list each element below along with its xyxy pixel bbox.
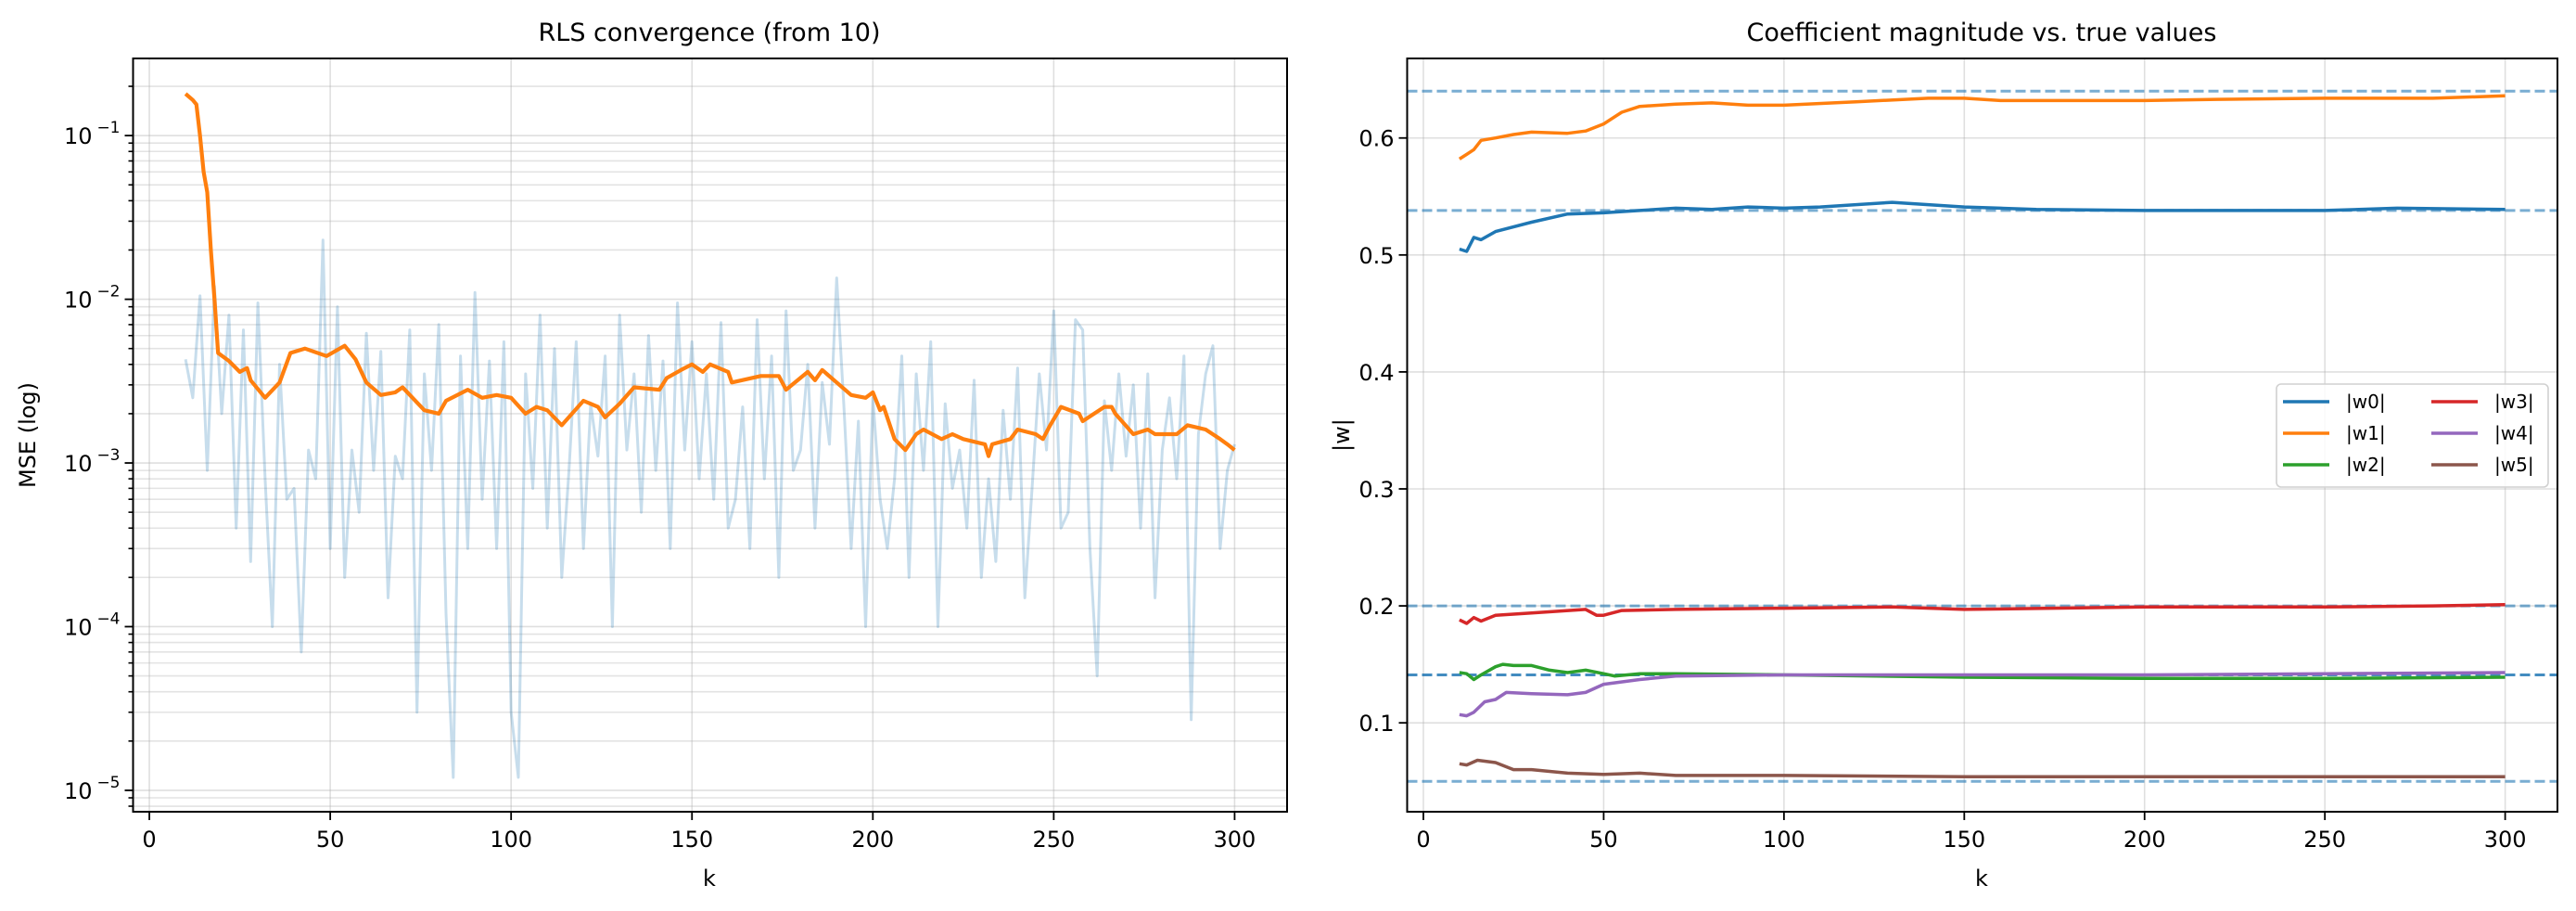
y-tick-exponent: −1 [96, 119, 120, 137]
y-tick-exponent: −5 [96, 774, 120, 792]
plot-area [1407, 89, 2557, 783]
y-tick-label: 10 [64, 778, 93, 804]
axes-frame [132, 58, 1288, 813]
mse-convergence-plot: RLS convergence (from 10) k MSE (log) 0 5… [15, 19, 1288, 892]
mse-smoothed-line [184, 92, 1236, 458]
x-tick-label: 100 [490, 827, 532, 853]
legend-label: |w4| [2494, 422, 2534, 444]
coefficient-magnitude-plot: Coefficient magnitude vs. true values k … [1329, 19, 2558, 892]
x-tick-label: 300 [2484, 827, 2527, 853]
series-line-w5 [1459, 758, 2506, 778]
right-chart-title: Coefficient magnitude vs. true values [1747, 19, 2217, 47]
x-tick-label: 0 [1416, 827, 1430, 853]
left-x-axis-label: k [703, 866, 716, 892]
series-line-w4 [1459, 671, 2506, 718]
legend-label: |w0| [2346, 391, 2386, 413]
x-tick-label: 50 [1589, 827, 1618, 853]
x-tick-label: 150 [670, 827, 713, 853]
right-y-axis-label: |w| [1329, 418, 1355, 452]
right-x-axis-label: k [1975, 866, 1988, 892]
y-tick-label: 0.2 [1358, 594, 1394, 620]
x-tick-label: 0 [142, 827, 156, 853]
mse-instant-line [184, 238, 1236, 779]
y-tick-label: 0.6 [1358, 126, 1394, 152]
legend-box [2276, 383, 2549, 488]
x-tick-label: 250 [2303, 827, 2346, 853]
legend: |w0| |w1| |w2| |w3| |w4| |w5| [2276, 383, 2549, 488]
y-tick-label: 0.5 [1358, 243, 1394, 269]
x-tick-label: 50 [316, 827, 345, 853]
left-y-axis-label: MSE (log) [15, 382, 41, 488]
y-tick-exponent: −2 [96, 283, 120, 302]
series-line-w0 [1459, 200, 2506, 253]
plot-area [184, 92, 1236, 779]
x-tick-label: 200 [851, 827, 894, 853]
legend-label: |w1| [2346, 422, 2386, 444]
series-line-w3 [1459, 603, 2506, 625]
legend-label: |w3| [2494, 391, 2534, 413]
y-tick-label: 10 [64, 614, 93, 640]
left-chart-title: RLS convergence (from 10) [539, 19, 881, 47]
y-tick-label: 0.3 [1358, 477, 1394, 503]
y-tick-label: 10 [64, 451, 93, 477]
y-tick-exponent: −3 [96, 446, 120, 465]
series-line-w1 [1458, 94, 2506, 160]
legend-label: |w2| [2346, 454, 2386, 476]
y-tick-label: 10 [64, 288, 93, 314]
y-tick-label: 0.4 [1358, 360, 1394, 386]
x-tick-label: 150 [1943, 827, 1985, 853]
x-tick-label: 200 [2123, 827, 2166, 853]
y-tick-exponent: −4 [96, 609, 120, 628]
legend-label: |w5| [2494, 454, 2534, 476]
x-tick-label: 300 [1214, 827, 1256, 853]
y-tick-label: 10 [64, 123, 93, 149]
x-tick-label: 250 [1032, 827, 1075, 853]
axes-frame [1406, 58, 2558, 813]
series-line-w2 [1459, 662, 2506, 682]
grid [133, 58, 1287, 812]
y-tick-label: 0.1 [1358, 711, 1394, 737]
x-tick-label: 100 [1763, 827, 1805, 853]
